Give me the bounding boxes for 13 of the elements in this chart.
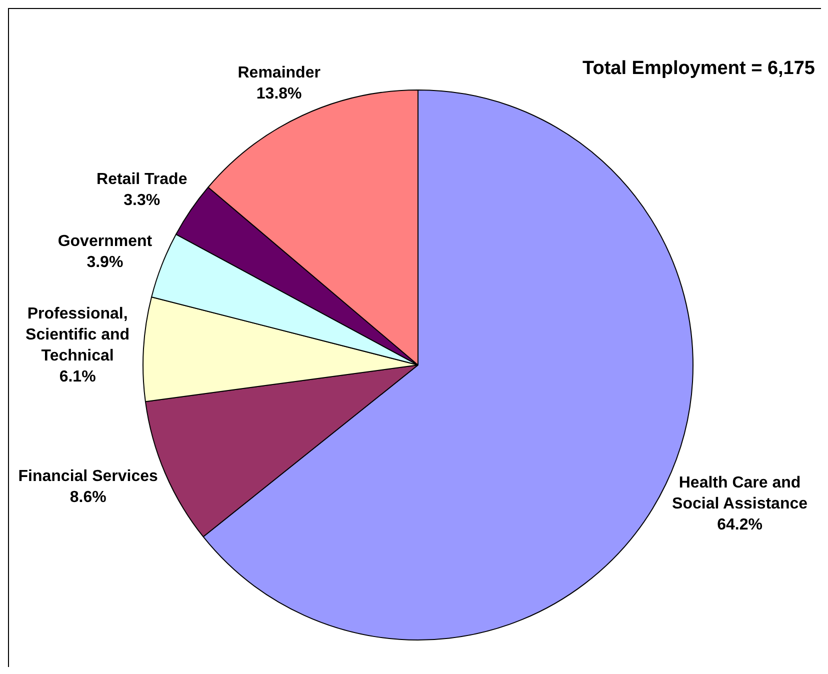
slice-label: Government: [58, 233, 153, 250]
data-label: 64.2%: [717, 516, 762, 534]
slice-label: Professional, Scientific and Technical: [26, 306, 130, 365]
slice-label: Financial Services: [18, 468, 158, 485]
data-label: 3.3%: [124, 192, 160, 210]
data-label: 8.6%: [70, 488, 106, 506]
data-label: 3.9%: [86, 254, 124, 272]
slice-label: Retail Trade: [96, 171, 188, 188]
chart-title: Total Employment = 6,175: [582, 58, 816, 80]
slice-label: Health Care and Social Assistance: [672, 474, 808, 512]
data-label: 6.1%: [59, 368, 96, 386]
slice-label: Remainder: [238, 64, 320, 82]
data-label: 13.8%: [256, 86, 302, 103]
